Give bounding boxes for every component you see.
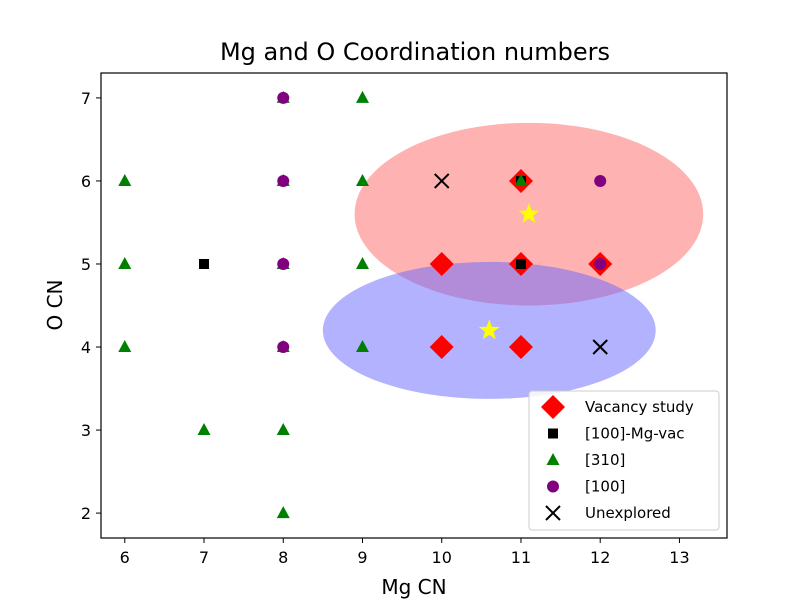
legend-entry-label: Vacancy study [585, 398, 694, 416]
point-triangle-2-4 [276, 423, 290, 436]
legend-marker-x [545, 505, 561, 521]
x-tick-label: 10 [432, 548, 452, 567]
legend-entry-label: Unexplored [585, 504, 671, 522]
legend-entry-label: [310] [585, 451, 625, 469]
x-tick-label: 9 [357, 548, 367, 567]
legend-entry-label: [100]-Mg-vac [585, 425, 685, 443]
point-triangle-2-1 [118, 256, 132, 269]
point-circle-3-0 [277, 91, 290, 104]
point-triangle-2-13 [355, 340, 369, 353]
point-triangle-2-3 [197, 423, 211, 436]
y-tick-label: 2 [81, 504, 91, 523]
x-tick-label: 8 [278, 548, 288, 567]
point-circle-3-3 [277, 341, 290, 354]
x-tick-label: 11 [511, 548, 531, 567]
point-triangle-2-14 [514, 173, 528, 186]
y-tick-label: 7 [81, 89, 91, 108]
point-square-1-0 [199, 258, 210, 269]
legend-marker-square [548, 428, 558, 439]
point-triangle-2-10 [355, 90, 369, 103]
point-triangle-2-2 [118, 340, 132, 353]
chart-title: Mg and O Coordination numbers [220, 38, 610, 66]
legend-entry-label: [100] [585, 478, 625, 496]
legend: Vacancy study [100]-Mg-vac [310] [100] Unexp… [528, 390, 720, 531]
x-axis-label: Mg CN [381, 575, 446, 599]
legend-marker-diamond [541, 395, 565, 419]
point-diamond-0-5 [508, 335, 533, 360]
y-axis-ticks: 2 3 4 5 6 7 [81, 89, 101, 523]
legend-marker-triangle [546, 453, 560, 465]
center-star-2 [478, 319, 500, 340]
point-circle-3-2 [277, 257, 290, 270]
point-square-1-1 [515, 258, 526, 269]
x-tick-label: 13 [669, 548, 689, 567]
y-tick-label: 4 [81, 338, 91, 357]
plot-area-frame [100, 72, 728, 539]
x-tick-label: 6 [120, 548, 130, 567]
x-tick-label: 12 [590, 548, 610, 567]
point-triangle-2-11 [355, 173, 369, 186]
point-circle-3-4 [594, 174, 607, 187]
point-triangle-2-12 [355, 256, 369, 269]
y-tick-label: 5 [81, 255, 91, 274]
legend-marker-circle [547, 480, 559, 493]
point-x-4-1 [592, 339, 608, 355]
x-tick-label: 7 [199, 548, 209, 567]
point-diamond-0-0 [429, 251, 454, 276]
point-triangle-2-0 [118, 173, 132, 186]
point-triangle-2-5 [276, 506, 290, 519]
legend-box [528, 390, 720, 531]
y-tick-label: 6 [81, 172, 91, 191]
point-diamond-0-4 [429, 335, 454, 360]
y-tick-label: 3 [81, 421, 91, 440]
data-points [118, 90, 613, 519]
x-axis-ticks: 6 7 8 9 10 11 12 13 [120, 538, 690, 567]
point-x-4-0 [434, 173, 450, 189]
point-circle-3-1 [277, 174, 290, 187]
center-star-1 [518, 203, 540, 224]
y-axis-label: O CN [43, 279, 67, 330]
point-circle-3-5 [594, 257, 607, 270]
